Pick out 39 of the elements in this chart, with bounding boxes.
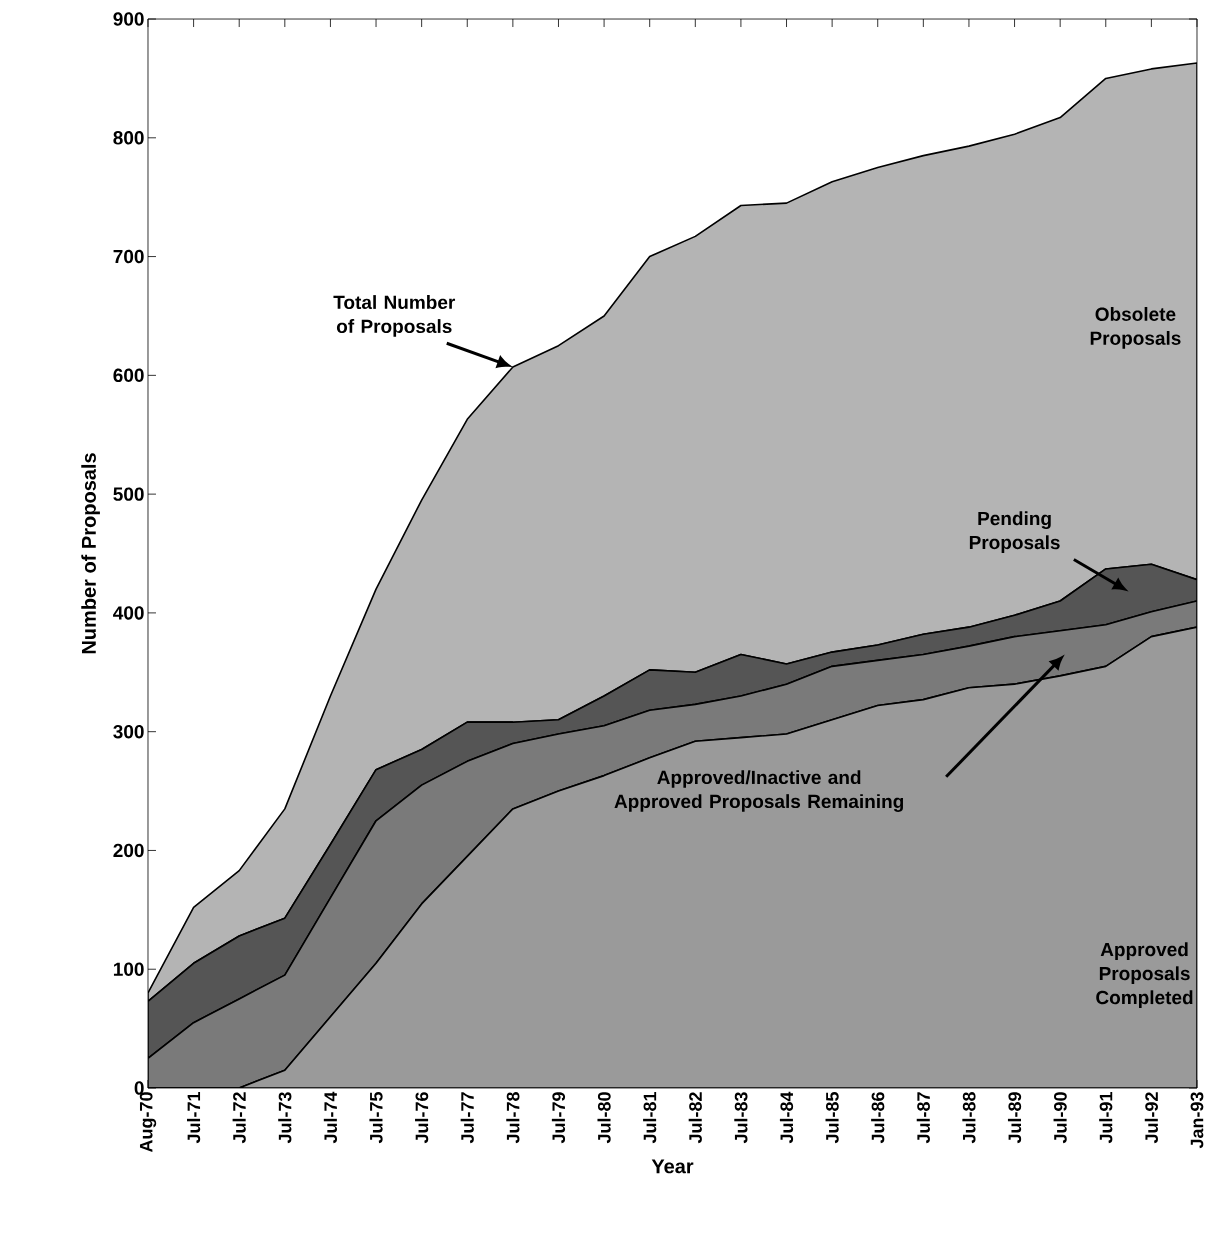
x-tick-label: Jul-89 — [1007, 1092, 1022, 1144]
x-tick-label: Jul-77 — [460, 1092, 474, 1144]
x-tick-label: Jul-76 — [415, 1092, 429, 1144]
y-tick-label: 500 — [113, 487, 144, 501]
x-tick-label: Jul-86 — [871, 1092, 885, 1144]
x-tick-label: Jul-88 — [962, 1092, 976, 1144]
y-tick-label: 800 — [113, 131, 144, 145]
x-tick-label: Jul-83 — [734, 1092, 748, 1144]
legend-label: Approved Proposals Completed — [1096, 942, 1193, 1009]
y-tick-label: 400 — [113, 606, 144, 620]
x-tick-label: Jul-73 — [278, 1092, 292, 1144]
text: Pending Proposals — [969, 511, 1060, 553]
x-tick-label: Jul-74 — [323, 1091, 338, 1144]
annotation: Total Number of Proposals — [333, 295, 456, 337]
x-tick-label: Jul-91 — [1099, 1092, 1113, 1144]
x-tick-label: Jul-90 — [1053, 1092, 1067, 1144]
y-tick-label: 100 — [113, 962, 144, 976]
x-axis-title: Year — [651, 1159, 694, 1174]
x-tick-label: Jul-85 — [825, 1092, 839, 1144]
x-tick-label: Jul-78 — [506, 1092, 520, 1144]
y-axis-title: Number of Proposals — [81, 453, 100, 654]
x-tick-label: Jul-75 — [369, 1092, 383, 1144]
y-tick-label: 900 — [113, 12, 144, 26]
y-tick-label: 600 — [113, 368, 144, 383]
y-tick-label: 700 — [113, 249, 144, 264]
series-label: Approved/Inactive and Approved Proposals Remaining — [614, 770, 904, 812]
x-tick-label: Jul-79 — [551, 1092, 566, 1144]
y-tick-label: 300 — [113, 724, 144, 739]
x-tick-label: Jul-84 — [779, 1091, 794, 1144]
x-tick-label: Jul-71 — [186, 1092, 201, 1144]
series-label: Obsolete Proposals — [1090, 306, 1181, 349]
y-tick-label: 200 — [113, 843, 144, 858]
x-tick-label: Jul-82 — [688, 1092, 702, 1144]
x-tick-label: Jul-81 — [643, 1092, 657, 1144]
x-tick-label: Jul-72 — [232, 1092, 246, 1144]
x-tick-label: Jul-92 — [1144, 1092, 1158, 1144]
x-tick-label: Jan-93 — [1190, 1092, 1204, 1149]
x-tick-label: Jul-87 — [916, 1092, 930, 1144]
x-tick-label: Jul-80 — [597, 1092, 611, 1144]
